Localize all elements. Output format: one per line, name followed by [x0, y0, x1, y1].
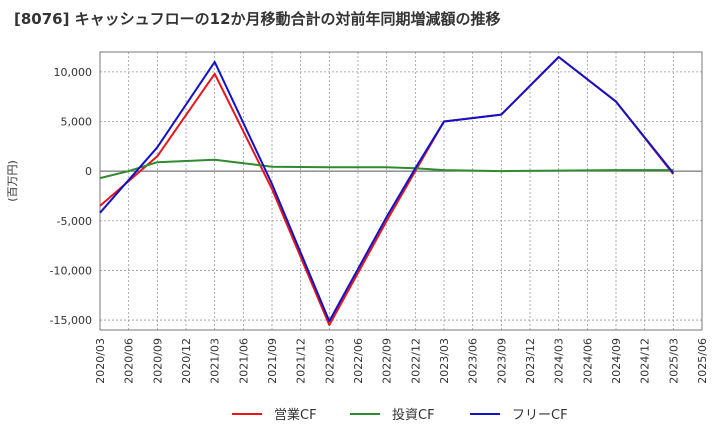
x-tick-label: 2021/12: [295, 338, 308, 384]
y-tick-label: 0: [85, 165, 92, 178]
x-tick-label: 2025/03: [667, 338, 680, 384]
legend-label: フリーCF: [512, 408, 568, 423]
x-tick-label: 2021/03: [209, 338, 222, 384]
x-tick-label: 2023/03: [438, 338, 451, 384]
x-tick-label: 2024/06: [581, 338, 594, 384]
y-tick-label: -15,000: [50, 314, 92, 327]
x-tick-label: 2024/12: [639, 338, 652, 384]
x-tick-label: 2022/06: [352, 338, 365, 384]
x-tick-label: 2020/06: [123, 338, 136, 384]
y-tick-label: 10,000: [54, 66, 93, 79]
x-tick-label: 2020/03: [94, 338, 107, 384]
series-lines: [99, 56, 675, 326]
legend: 営業CF 投資CF フリーCF: [232, 407, 568, 423]
y-tick-label: -10,000: [50, 264, 92, 277]
x-tick-label: 2020/12: [180, 338, 193, 384]
x-tick-label: 2024/09: [610, 338, 623, 384]
x-tick-label: 2021/09: [266, 338, 279, 384]
plot-frame: [99, 51, 703, 331]
x-tick-label: 2022/09: [381, 338, 394, 384]
legend-label: 営業CF: [274, 407, 317, 423]
x-tick-label: 2022/03: [323, 338, 336, 384]
chart-title: [8076] キャッシュフローの12か月移動合計の対前年同期増減額の推移: [14, 10, 501, 28]
x-tick-label: 2021/06: [237, 338, 250, 384]
y-tick-label: -5,000: [57, 215, 92, 228]
x-tick-label: 2023/09: [495, 338, 508, 384]
y-axis-label: (百万円): [6, 160, 19, 202]
x-tick-label: 2022/12: [409, 338, 422, 384]
legend-label: 投資CF: [392, 407, 435, 423]
x-tick-label: 2023/06: [467, 338, 480, 384]
x-tick-label: 2024/03: [553, 338, 566, 384]
y-tick-label: 5,000: [61, 116, 93, 129]
series-line: [99, 158, 674, 180]
x-tick-label: 2023/12: [524, 338, 537, 384]
series-line: [99, 56, 675, 323]
x-tick-label: 2020/09: [151, 338, 164, 384]
x-tick-label: 2025/06: [696, 338, 709, 384]
axis-ticks: -15,000 -10,000 -5,000 0 5,000 10,000 2020/03 2…: [50, 66, 709, 384]
